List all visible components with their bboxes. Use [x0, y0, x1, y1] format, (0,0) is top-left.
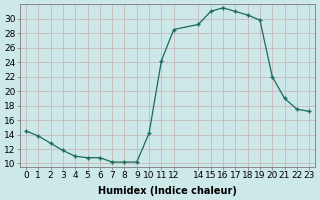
X-axis label: Humidex (Indice chaleur): Humidex (Indice chaleur)	[98, 186, 237, 196]
